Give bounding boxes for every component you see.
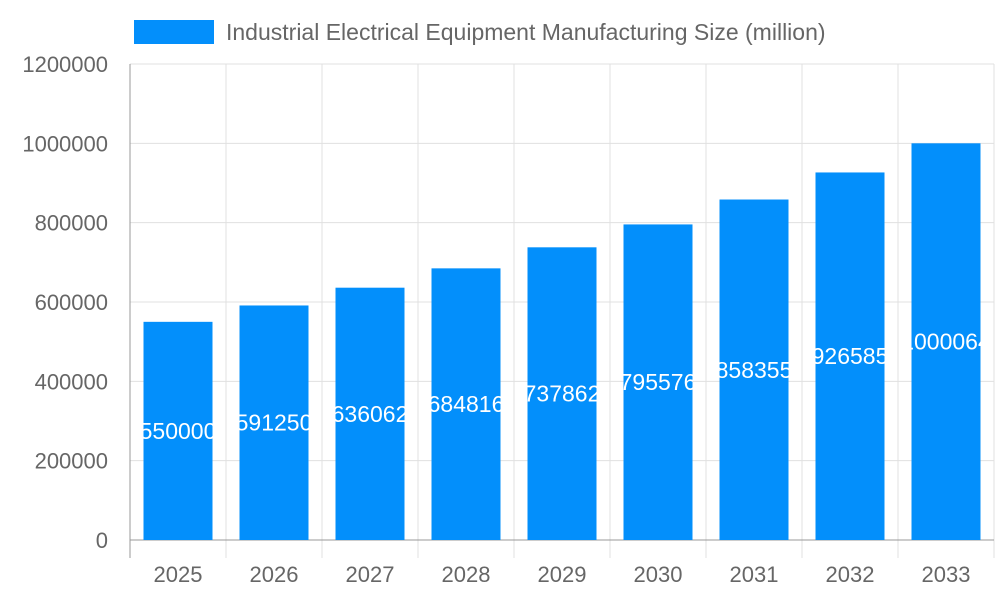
data-label: 795576 (620, 369, 697, 395)
legend-swatch[interactable] (134, 20, 214, 44)
x-tick-label: 2025 (154, 562, 203, 587)
data-label: 926585 (812, 343, 889, 369)
x-tick-label: 2031 (730, 562, 779, 587)
x-tick-label: 2030 (634, 562, 683, 587)
bar[interactable] (335, 287, 405, 540)
bar[interactable] (719, 199, 789, 541)
y-tick-label: 600000 (35, 290, 108, 315)
bar[interactable] (815, 172, 885, 540)
y-tick-label: 1000000 (22, 131, 108, 156)
y-tick-label: 200000 (35, 449, 108, 474)
bar[interactable] (143, 321, 213, 540)
data-label: 737862 (524, 381, 601, 407)
bar[interactable] (239, 305, 309, 540)
data-label: 636062 (332, 401, 409, 427)
data-label: 1000064 (901, 329, 991, 355)
x-tick-label: 2028 (442, 562, 491, 587)
data-label: 591250 (236, 410, 313, 436)
bar[interactable] (431, 268, 501, 540)
x-tick-label: 2032 (826, 562, 875, 587)
y-tick-label: 400000 (35, 369, 108, 394)
bar[interactable] (527, 247, 597, 540)
x-tick-label: 2026 (250, 562, 299, 587)
data-label: 550000 (140, 418, 217, 444)
bar[interactable] (911, 143, 981, 540)
data-label: 858355 (716, 357, 793, 383)
y-tick-label: 1200000 (22, 52, 108, 77)
y-tick-label: 0 (96, 528, 108, 553)
x-tick-label: 2027 (346, 562, 395, 587)
bar[interactable] (623, 224, 693, 541)
x-tick-label: 2033 (922, 562, 971, 587)
data-label: 684816 (428, 391, 505, 417)
y-tick-label: 800000 (35, 211, 108, 236)
x-tick-label: 2029 (538, 562, 587, 587)
legend-label[interactable]: Industrial Electrical Equipment Manufact… (226, 19, 826, 45)
